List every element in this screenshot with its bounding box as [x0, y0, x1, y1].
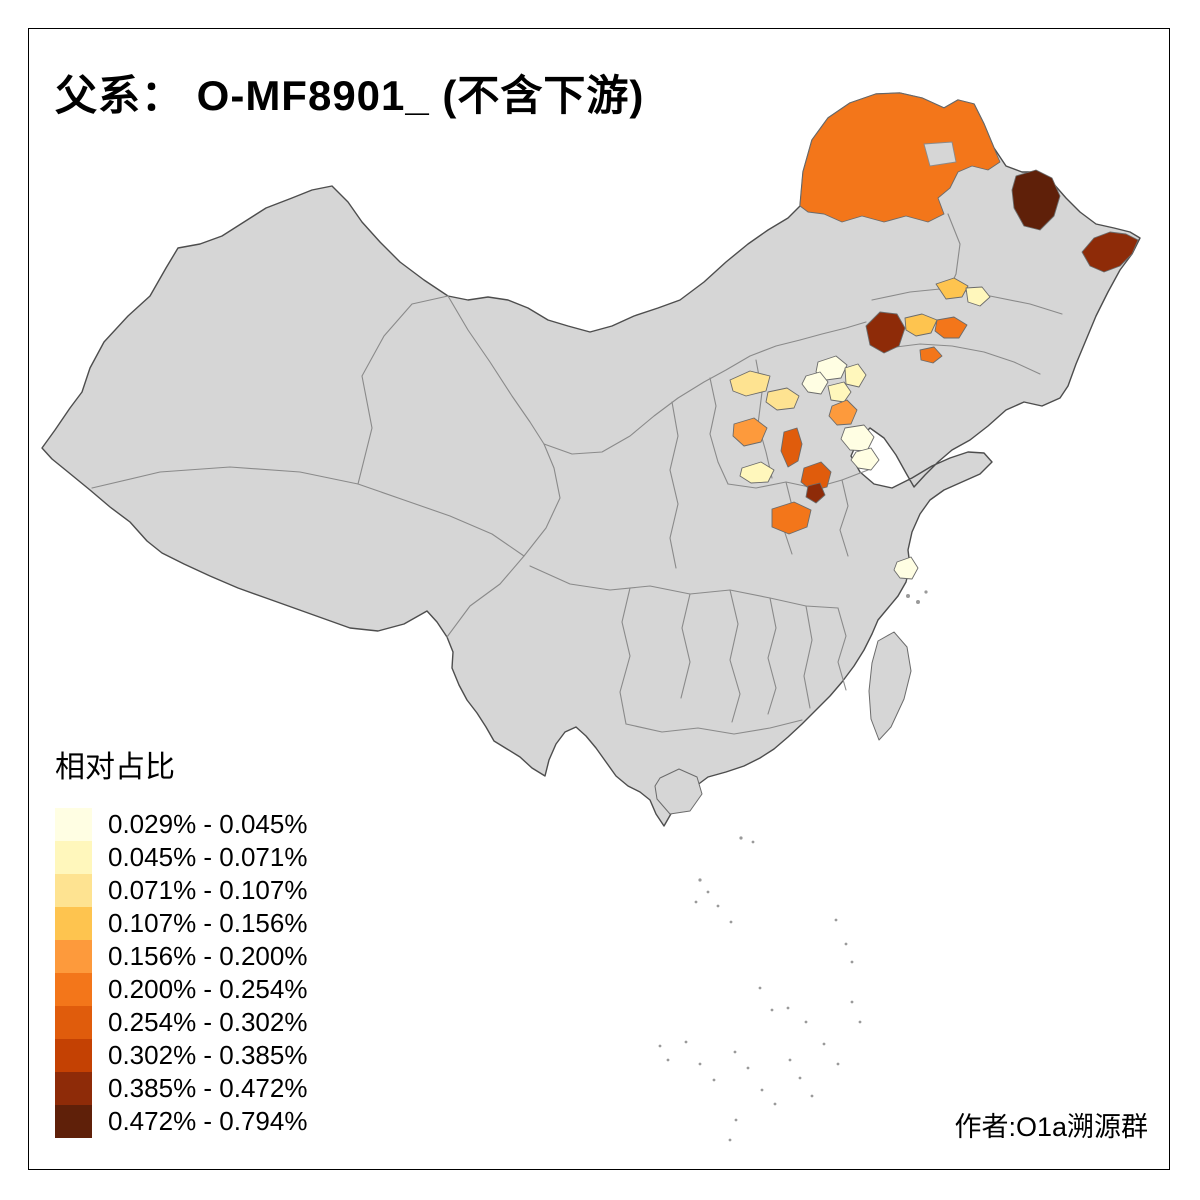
- region-patch: [935, 277, 969, 300]
- legend-label: 0.254% - 0.302%: [108, 1007, 308, 1037]
- legend-swatch: [55, 940, 92, 973]
- region-patch: [1011, 169, 1061, 231]
- region-patch: [780, 427, 803, 468]
- legend-item: 0.302% - 0.385%: [55, 1039, 307, 1072]
- region-patch: [893, 556, 919, 580]
- region-patch: [805, 482, 826, 504]
- legend-swatch: [55, 1105, 92, 1138]
- legend-item: 0.254% - 0.302%: [55, 1006, 307, 1039]
- region-patch: [801, 371, 829, 395]
- region-patch: [799, 92, 1001, 223]
- legend-label: 0.107% - 0.156%: [108, 908, 308, 938]
- legend: 相对占比 0.029% - 0.045% 0.045% - 0.071% 0.0…: [55, 742, 307, 1138]
- legend-swatch: [55, 1006, 92, 1039]
- legend-swatch: [55, 808, 92, 841]
- legend-item: 0.107% - 0.156%: [55, 907, 307, 940]
- region-patch: [827, 381, 852, 403]
- taiwan-island: [868, 631, 912, 741]
- region-patch: [765, 387, 800, 411]
- region-patch: [904, 313, 938, 337]
- region-notch: [923, 141, 957, 167]
- region-patch: [865, 311, 906, 354]
- legend-item: 0.472% - 0.794%: [55, 1105, 307, 1138]
- region-patch: [815, 355, 848, 381]
- legend-label: 0.385% - 0.472%: [108, 1073, 308, 1103]
- legend-item: 0.071% - 0.107%: [55, 874, 307, 907]
- region-patch: [771, 501, 812, 535]
- legend-item: 0.200% - 0.254%: [55, 973, 307, 1006]
- sea-islands: [658, 836, 862, 1142]
- region-patch: [800, 461, 832, 492]
- legend-swatch: [55, 1039, 92, 1072]
- legend-swatch: [55, 907, 92, 940]
- legend-title: 相对占比: [55, 751, 175, 784]
- region-patch: [732, 417, 768, 447]
- china-mainland: [41, 92, 1141, 827]
- region-patch: [934, 316, 968, 339]
- region-patch: [965, 286, 991, 307]
- author-credit: 作者:O1a溯源群: [954, 1112, 1148, 1142]
- legend-label: 0.045% - 0.071%: [108, 842, 308, 872]
- legend-label: 0.071% - 0.107%: [108, 875, 308, 905]
- region-patch: [828, 399, 858, 426]
- legend-label: 0.156% - 0.200%: [108, 941, 308, 971]
- islands: [654, 590, 928, 815]
- legend-item: 0.045% - 0.071%: [55, 841, 307, 874]
- region-patch: [739, 461, 775, 484]
- region-patch: [1081, 231, 1139, 273]
- legend-swatch: [55, 973, 92, 1006]
- legend-item: 0.156% - 0.200%: [55, 940, 307, 973]
- legend-label: 0.302% - 0.385%: [108, 1040, 308, 1070]
- legend-swatch: [55, 1072, 92, 1105]
- region-patch: [729, 370, 771, 397]
- plot-title: 父系： O-MF8901_ (不含下游): [55, 72, 645, 119]
- legend-label: 0.472% - 0.794%: [108, 1106, 308, 1136]
- legend-label: 0.029% - 0.045%: [108, 809, 308, 839]
- region-patch: [919, 346, 943, 364]
- legend-swatch: [55, 874, 92, 907]
- legend-swatch: [55, 841, 92, 874]
- hainan-island: [654, 768, 703, 815]
- legend-item: 0.385% - 0.472%: [55, 1072, 307, 1105]
- region-patch: [850, 447, 880, 471]
- legend-label: 0.200% - 0.254%: [108, 974, 308, 1004]
- region-patch: [844, 363, 867, 388]
- legend-item: 0.029% - 0.045%: [55, 808, 307, 841]
- colored-regions: [729, 92, 1139, 580]
